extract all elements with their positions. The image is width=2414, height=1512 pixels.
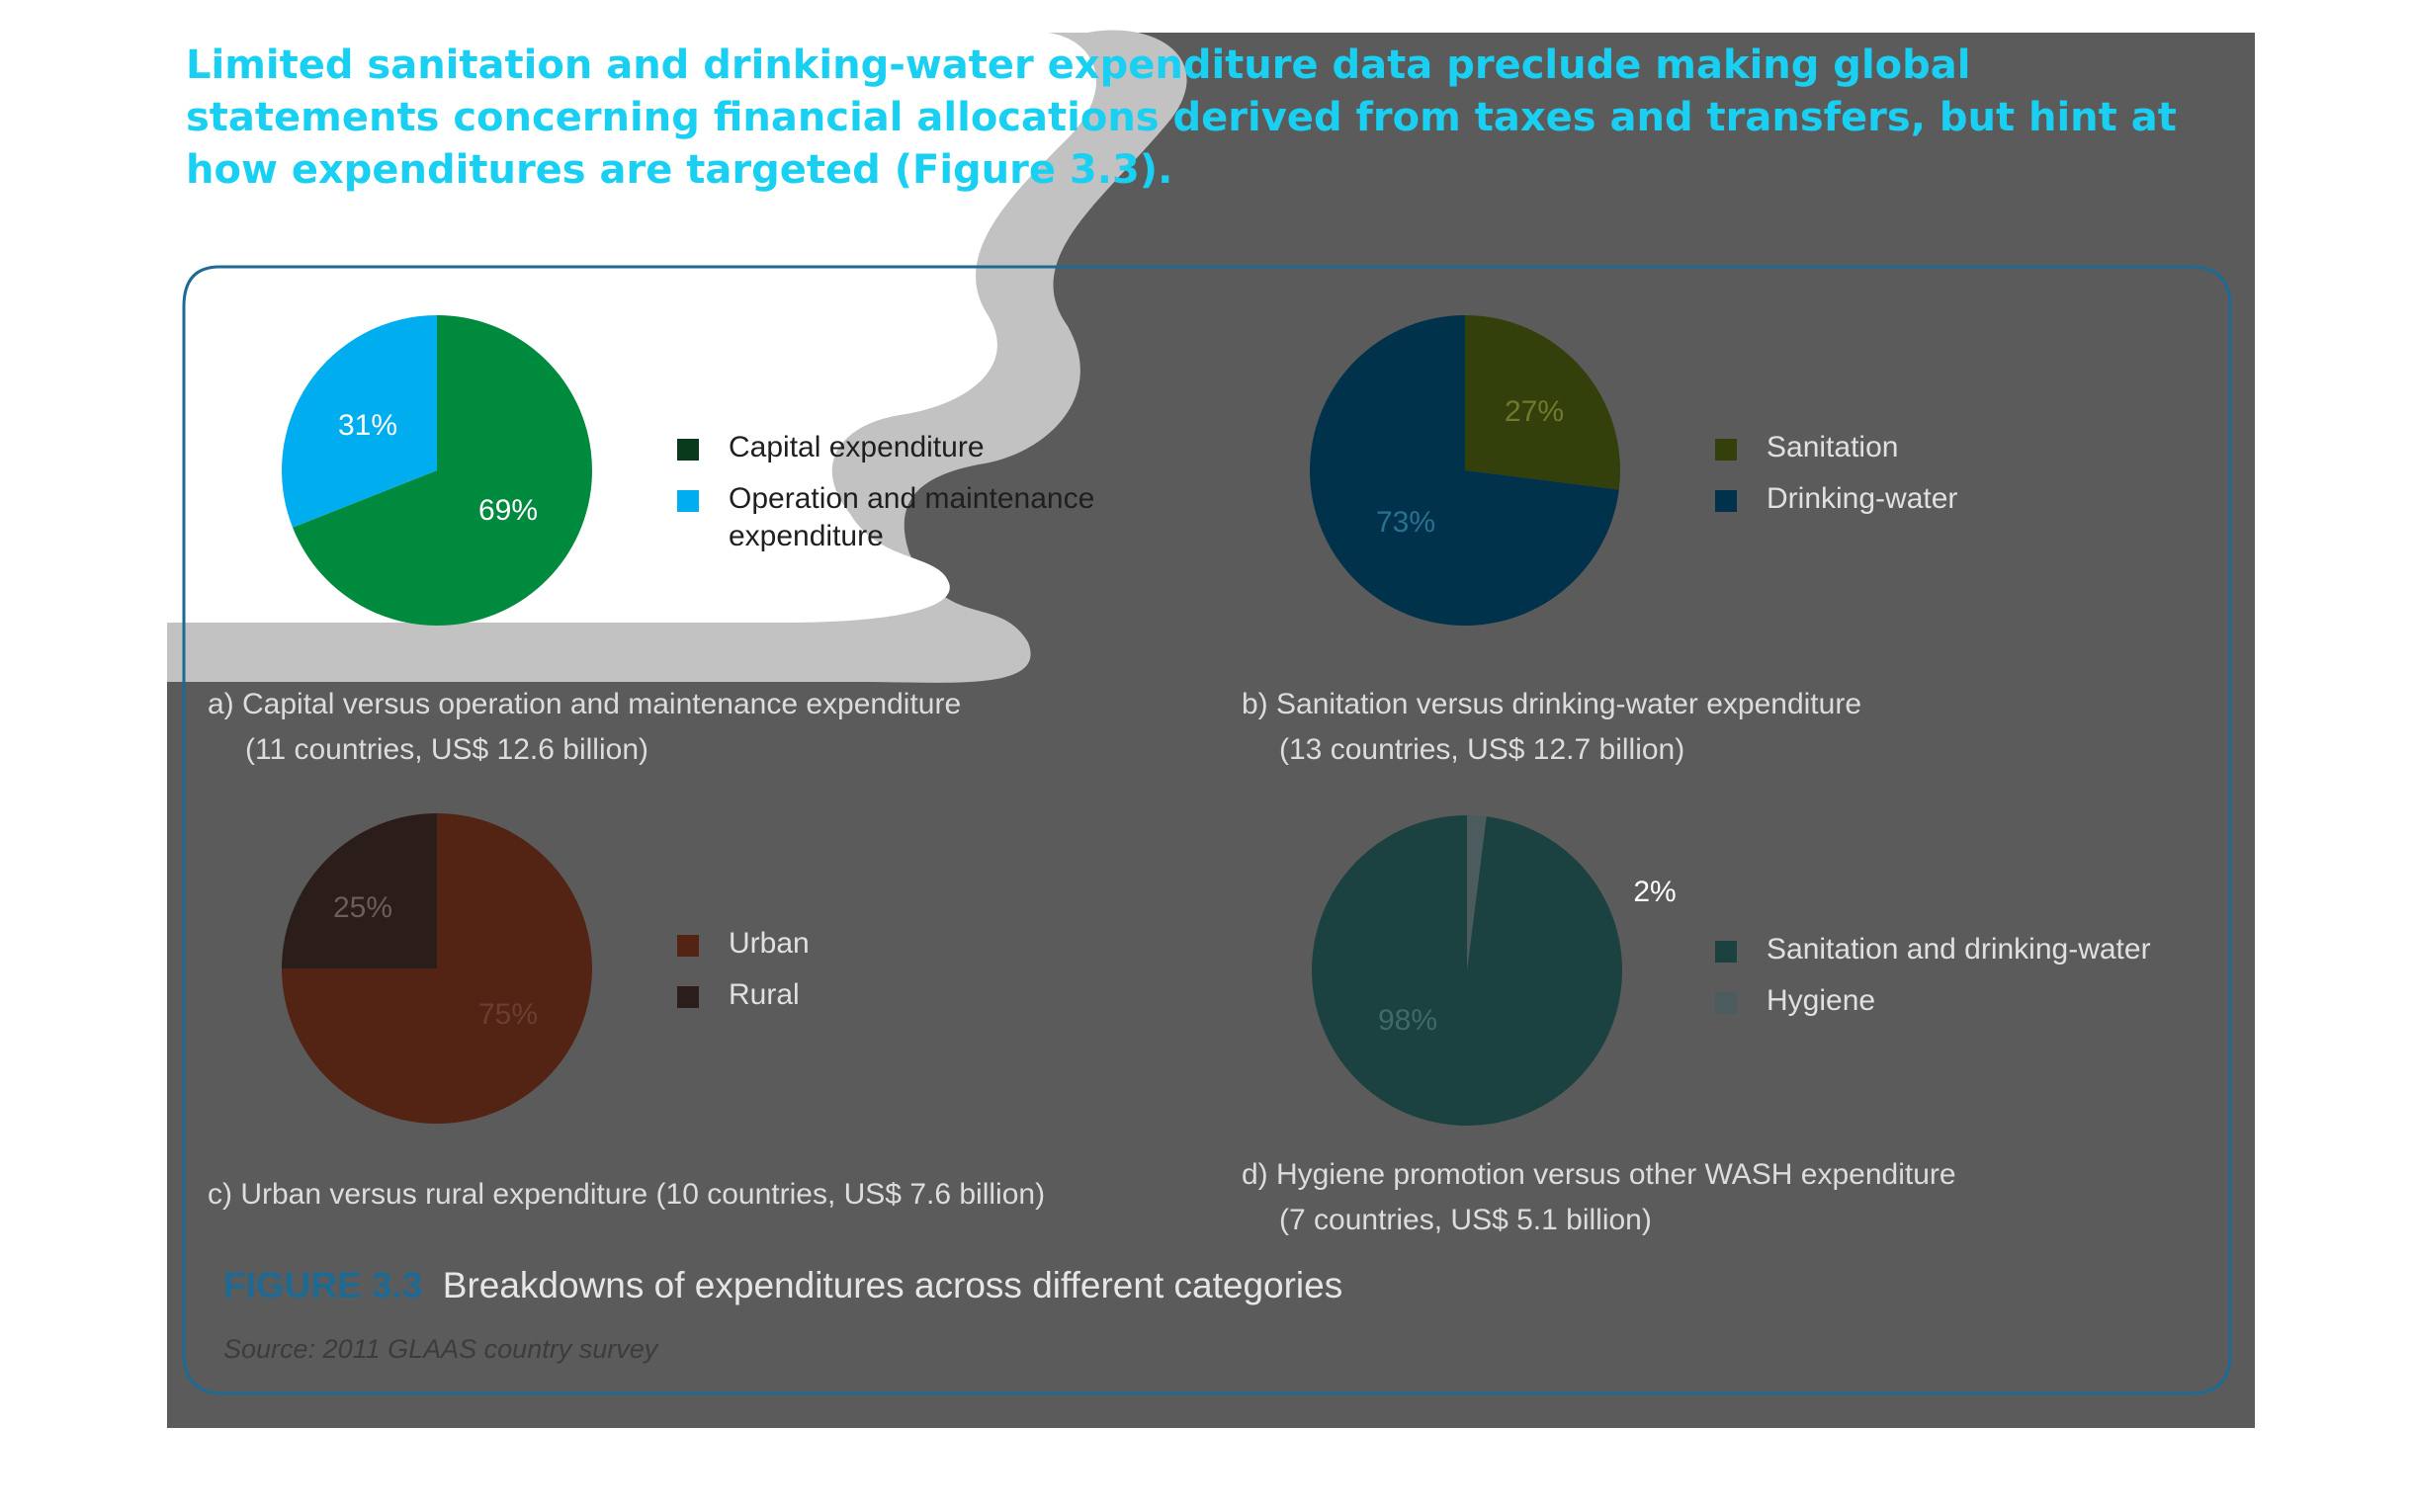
caption-b: b) Sanitation versus drinking-water expe… — [1242, 682, 1861, 773]
pie-2-slice-1 — [1465, 315, 1620, 490]
legend-d-label-wash: Sanitation and drinking-water — [1767, 933, 2151, 966]
pie-1-slice-1 — [293, 315, 593, 627]
legend-b-item-drinking-water: Drinking-water — [1715, 480, 2111, 518]
figure-source: Source: 2011 GLAAS country survey — [223, 1334, 658, 1364]
caption-b-line1: b) Sanitation versus drinking-water expe… — [1242, 688, 1861, 720]
pie-1-value-label-2: 31% — [338, 409, 397, 442]
pie-3-value-label-1: 75% — [478, 998, 538, 1031]
legend-d-label-hygiene: Hygiene — [1767, 984, 1876, 1017]
legend-d-item-hygiene: Hygiene — [1715, 982, 2190, 1020]
figure-title-text: Breakdowns of expenditures across differ… — [442, 1265, 1343, 1305]
legend-c-label-urban: Urban — [729, 927, 810, 960]
pie-4-value-label-2: 2% — [1633, 876, 1676, 908]
pie-4-slice-1 — [1311, 815, 1622, 1126]
legend-b-label-drinking-water: Drinking-water — [1767, 482, 1958, 515]
caption-d: d) Hygiene promotion versus other WASH e… — [1242, 1152, 1956, 1243]
caption-c-line1: c) Urban versus rural expenditure (10 co… — [208, 1178, 1046, 1211]
legend-c-swatch-rural — [677, 986, 699, 1008]
figure-title: FIGURE 3.3 Breakdowns of expenditures ac… — [223, 1265, 1342, 1306]
legend-a: Capital expenditure Operation and mainte… — [677, 429, 1122, 569]
caption-b-line2: (13 countries, US$ 12.7 billion) — [1279, 733, 1685, 766]
figure-border — [182, 265, 2232, 1395]
figure-number: FIGURE 3.3 — [223, 1265, 423, 1305]
legend-a-swatch-om — [677, 490, 699, 512]
legend-c-swatch-urban — [677, 935, 699, 957]
legend-b-item-sanitation: Sanitation — [1715, 429, 2111, 466]
caption-a-line1: a) Capital versus operation and maintena… — [208, 688, 962, 720]
pie-4-slice-2 — [1467, 815, 1487, 970]
legend-d: Sanitation and drinking-water Hygiene — [1715, 931, 2190, 1034]
caption-c: c) Urban versus rural expenditure (10 co… — [208, 1172, 1045, 1218]
legend-a-label-capital: Capital expenditure — [729, 431, 985, 463]
caption-a-line2: (11 countries, US$ 12.6 billion) — [245, 733, 648, 766]
legend-c: Urban Rural — [677, 925, 1073, 1028]
pie-1-value-label-1: 69% — [478, 494, 538, 527]
legend-b: Sanitation Drinking-water — [1715, 429, 2111, 532]
pie-2-slice-2 — [1310, 315, 1619, 627]
intro-paragraph: Limited sanitation and drinking-water ex… — [186, 42, 2177, 193]
legend-b-swatch-sanitation — [1715, 439, 1737, 461]
legend-d-swatch-wash — [1715, 941, 1737, 963]
pie-3-value-label-2: 25% — [333, 891, 392, 924]
legend-d-item-wash: Sanitation and drinking-water — [1715, 931, 2190, 968]
legend-c-label-rural: Rural — [729, 978, 800, 1011]
pie-2-value-label-1: 27% — [1505, 395, 1564, 428]
legend-a-label-om: Operation and maintenance expenditure — [729, 482, 1095, 552]
caption-d-line1: d) Hygiene promotion versus other WASH e… — [1242, 1158, 1956, 1191]
legend-d-swatch-hygiene — [1715, 992, 1737, 1014]
legend-b-label-sanitation: Sanitation — [1767, 431, 1899, 463]
legend-b-swatch-drinking-water — [1715, 490, 1737, 512]
pie-3-slice-2 — [282, 813, 437, 968]
caption-d-line2: (7 countries, US$ 5.1 billion) — [1279, 1204, 1652, 1236]
pie-2-value-label-2: 73% — [1376, 506, 1435, 539]
pie-4-value-label-1: 98% — [1378, 1004, 1437, 1037]
legend-a-swatch-capital — [677, 439, 699, 461]
pie-charts: 69% 31% 27% 73% 75% 25% 98% 2% — [282, 315, 1677, 1126]
legend-a-item-om: Operation and maintenance expenditure — [677, 480, 1122, 555]
legend-c-item-rural: Rural — [677, 976, 1073, 1014]
legend-c-item-urban: Urban — [677, 925, 1073, 963]
caption-a: a) Capital versus operation and maintena… — [208, 682, 961, 773]
legend-a-item-capital: Capital expenditure — [677, 429, 1122, 466]
pie-1-slice-2 — [282, 315, 437, 528]
